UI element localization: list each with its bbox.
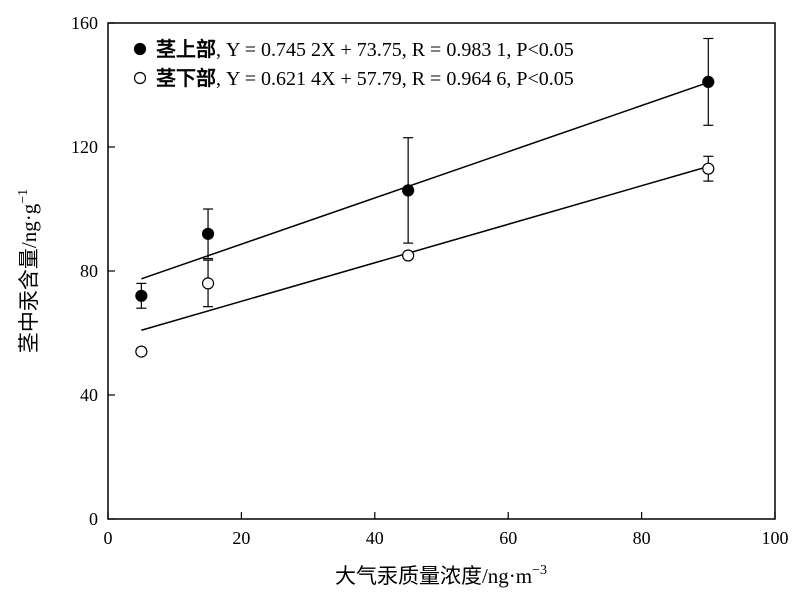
legend-marker-lower-stem — [133, 71, 147, 85]
y-tick-label: 80 — [80, 261, 98, 281]
y-tick-label: 160 — [71, 13, 98, 33]
x-tick-label: 40 — [366, 528, 384, 548]
legend-entry-upper-stem: 茎上部, Y = 0.745 2X + 73.75, R = 0.983 1, … — [156, 37, 574, 61]
data-point-series-0 — [201, 227, 215, 240]
fit-line-series-0 — [141, 81, 709, 280]
y-tick-label: 0 — [89, 509, 98, 529]
legend-entry-lower-stem: 茎下部, Y = 0.621 4X + 57.79, R = 0.964 6, … — [156, 66, 574, 90]
y-axis-title: 茎中汞含量/ng·g−1 — [16, 189, 41, 353]
data-point-series-0 — [402, 184, 415, 197]
data-point-series-1 — [201, 277, 215, 290]
x-tick-label: 60 — [499, 528, 517, 548]
x-axis-ticks: 0 20 40 60 80 100 — [104, 512, 789, 548]
x-tick-label: 100 — [762, 528, 789, 548]
legend: 茎上部, Y = 0.745 2X + 73.75, R = 0.983 1, … — [133, 37, 574, 90]
x-tick-label: 20 — [232, 528, 250, 548]
data-point-series-1 — [135, 345, 148, 358]
legend-marker-upper-stem — [133, 42, 147, 56]
x-tick-label: 80 — [633, 528, 651, 548]
y-axis-ticks: 0 40 80 120 160 — [71, 13, 115, 529]
fit-line-series-1 — [141, 165, 709, 331]
data-point-series-1 — [402, 249, 415, 262]
y-tick-label: 40 — [80, 385, 98, 405]
data-point-series-0 — [135, 289, 148, 302]
data-points — [135, 37, 715, 358]
y-tick-label: 120 — [71, 137, 98, 157]
x-tick-label: 0 — [104, 528, 113, 548]
data-point-series-1 — [702, 162, 715, 175]
x-axis-title: 大气汞质量浓度/ng·m−3 — [335, 563, 547, 588]
data-point-series-0 — [702, 75, 715, 89]
fit-lines — [141, 81, 709, 331]
